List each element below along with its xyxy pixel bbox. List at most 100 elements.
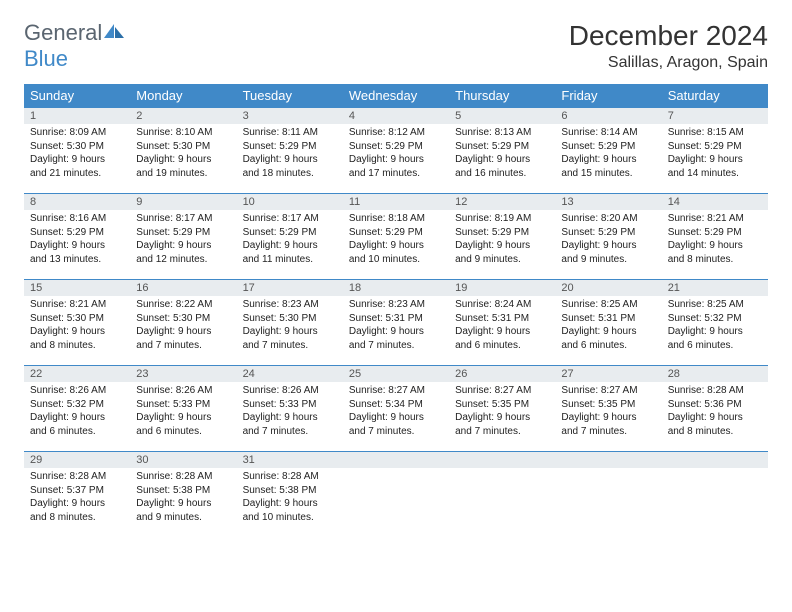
- day-number: 15: [24, 280, 130, 296]
- empty-cell: [449, 452, 555, 538]
- day-details: Sunrise: 8:28 AMSunset: 5:36 PMDaylight:…: [662, 382, 768, 442]
- day-number: 21: [662, 280, 768, 296]
- weekday-header-row: Sunday Monday Tuesday Wednesday Thursday…: [24, 84, 768, 108]
- day-cell: 28Sunrise: 8:28 AMSunset: 5:36 PMDayligh…: [662, 366, 768, 452]
- day-details: Sunrise: 8:27 AMSunset: 5:34 PMDaylight:…: [343, 382, 449, 442]
- day-cell: 23Sunrise: 8:26 AMSunset: 5:33 PMDayligh…: [130, 366, 236, 452]
- day-cell: 12Sunrise: 8:19 AMSunset: 5:29 PMDayligh…: [449, 194, 555, 280]
- day-details: Sunrise: 8:23 AMSunset: 5:31 PMDaylight:…: [343, 296, 449, 356]
- day-details: Sunrise: 8:20 AMSunset: 5:29 PMDaylight:…: [555, 210, 661, 270]
- logo-blue: Blue: [24, 46, 68, 71]
- calendar-body: 1Sunrise: 8:09 AMSunset: 5:30 PMDaylight…: [24, 108, 768, 538]
- week-row: 29Sunrise: 8:28 AMSunset: 5:37 PMDayligh…: [24, 452, 768, 538]
- day-details: Sunrise: 8:17 AMSunset: 5:29 PMDaylight:…: [237, 210, 343, 270]
- day-cell: 8Sunrise: 8:16 AMSunset: 5:29 PMDaylight…: [24, 194, 130, 280]
- calendar-table: Sunday Monday Tuesday Wednesday Thursday…: [24, 84, 768, 538]
- day-cell: 15Sunrise: 8:21 AMSunset: 5:30 PMDayligh…: [24, 280, 130, 366]
- day-number: 3: [237, 108, 343, 124]
- day-cell: 25Sunrise: 8:27 AMSunset: 5:34 PMDayligh…: [343, 366, 449, 452]
- day-number: 6: [555, 108, 661, 124]
- day-cell: 19Sunrise: 8:24 AMSunset: 5:31 PMDayligh…: [449, 280, 555, 366]
- day-details: Sunrise: 8:28 AMSunset: 5:38 PMDaylight:…: [237, 468, 343, 528]
- day-number: 12: [449, 194, 555, 210]
- day-cell: 4Sunrise: 8:12 AMSunset: 5:29 PMDaylight…: [343, 108, 449, 194]
- day-details: Sunrise: 8:28 AMSunset: 5:37 PMDaylight:…: [24, 468, 130, 528]
- weekday-tuesday: Tuesday: [237, 84, 343, 108]
- empty-daynum: [343, 452, 449, 468]
- day-number: 7: [662, 108, 768, 124]
- day-details: Sunrise: 8:27 AMSunset: 5:35 PMDaylight:…: [555, 382, 661, 442]
- day-cell: 10Sunrise: 8:17 AMSunset: 5:29 PMDayligh…: [237, 194, 343, 280]
- day-cell: 9Sunrise: 8:17 AMSunset: 5:29 PMDaylight…: [130, 194, 236, 280]
- day-details: Sunrise: 8:19 AMSunset: 5:29 PMDaylight:…: [449, 210, 555, 270]
- day-details: Sunrise: 8:14 AMSunset: 5:29 PMDaylight:…: [555, 124, 661, 184]
- day-details: Sunrise: 8:17 AMSunset: 5:29 PMDaylight:…: [130, 210, 236, 270]
- week-row: 15Sunrise: 8:21 AMSunset: 5:30 PMDayligh…: [24, 280, 768, 366]
- day-number: 14: [662, 194, 768, 210]
- day-cell: 17Sunrise: 8:23 AMSunset: 5:30 PMDayligh…: [237, 280, 343, 366]
- day-number: 28: [662, 366, 768, 382]
- empty-daynum: [662, 452, 768, 468]
- day-details: Sunrise: 8:25 AMSunset: 5:31 PMDaylight:…: [555, 296, 661, 356]
- day-number: 24: [237, 366, 343, 382]
- day-cell: 18Sunrise: 8:23 AMSunset: 5:31 PMDayligh…: [343, 280, 449, 366]
- day-details: Sunrise: 8:25 AMSunset: 5:32 PMDaylight:…: [662, 296, 768, 356]
- empty-daynum: [555, 452, 661, 468]
- day-number: 29: [24, 452, 130, 468]
- location: Salillas, Aragon, Spain: [569, 54, 768, 72]
- day-details: Sunrise: 8:24 AMSunset: 5:31 PMDaylight:…: [449, 296, 555, 356]
- day-cell: 31Sunrise: 8:28 AMSunset: 5:38 PMDayligh…: [237, 452, 343, 538]
- empty-daynum: [449, 452, 555, 468]
- day-number: 5: [449, 108, 555, 124]
- empty-cell: [662, 452, 768, 538]
- day-cell: 30Sunrise: 8:28 AMSunset: 5:38 PMDayligh…: [130, 452, 236, 538]
- day-number: 19: [449, 280, 555, 296]
- day-details: Sunrise: 8:11 AMSunset: 5:29 PMDaylight:…: [237, 124, 343, 184]
- day-details: Sunrise: 8:23 AMSunset: 5:30 PMDaylight:…: [237, 296, 343, 356]
- day-cell: 3Sunrise: 8:11 AMSunset: 5:29 PMDaylight…: [237, 108, 343, 194]
- day-number: 10: [237, 194, 343, 210]
- day-number: 18: [343, 280, 449, 296]
- weekday-wednesday: Wednesday: [343, 84, 449, 108]
- logo-text: General Blue: [24, 20, 126, 72]
- week-row: 22Sunrise: 8:26 AMSunset: 5:32 PMDayligh…: [24, 366, 768, 452]
- month-title: December 2024: [569, 20, 768, 52]
- day-number: 30: [130, 452, 236, 468]
- day-details: Sunrise: 8:13 AMSunset: 5:29 PMDaylight:…: [449, 124, 555, 184]
- day-details: Sunrise: 8:10 AMSunset: 5:30 PMDaylight:…: [130, 124, 236, 184]
- day-number: 22: [24, 366, 130, 382]
- day-cell: 27Sunrise: 8:27 AMSunset: 5:35 PMDayligh…: [555, 366, 661, 452]
- day-number: 16: [130, 280, 236, 296]
- day-details: Sunrise: 8:15 AMSunset: 5:29 PMDaylight:…: [662, 124, 768, 184]
- day-details: Sunrise: 8:21 AMSunset: 5:29 PMDaylight:…: [662, 210, 768, 270]
- title-block: December 2024 Salillas, Aragon, Spain: [569, 20, 768, 72]
- day-details: Sunrise: 8:27 AMSunset: 5:35 PMDaylight:…: [449, 382, 555, 442]
- day-number: 26: [449, 366, 555, 382]
- day-cell: 21Sunrise: 8:25 AMSunset: 5:32 PMDayligh…: [662, 280, 768, 366]
- day-details: Sunrise: 8:12 AMSunset: 5:29 PMDaylight:…: [343, 124, 449, 184]
- logo-general: General: [24, 20, 102, 45]
- day-cell: 22Sunrise: 8:26 AMSunset: 5:32 PMDayligh…: [24, 366, 130, 452]
- day-cell: 13Sunrise: 8:20 AMSunset: 5:29 PMDayligh…: [555, 194, 661, 280]
- day-cell: 2Sunrise: 8:10 AMSunset: 5:30 PMDaylight…: [130, 108, 236, 194]
- day-number: 2: [130, 108, 236, 124]
- weekday-sunday: Sunday: [24, 84, 130, 108]
- day-cell: 14Sunrise: 8:21 AMSunset: 5:29 PMDayligh…: [662, 194, 768, 280]
- day-number: 1: [24, 108, 130, 124]
- sail-icon: [102, 22, 126, 40]
- day-cell: 6Sunrise: 8:14 AMSunset: 5:29 PMDaylight…: [555, 108, 661, 194]
- weekday-monday: Monday: [130, 84, 236, 108]
- weekday-saturday: Saturday: [662, 84, 768, 108]
- day-details: Sunrise: 8:26 AMSunset: 5:33 PMDaylight:…: [130, 382, 236, 442]
- header: General Blue December 2024 Salillas, Ara…: [24, 20, 768, 72]
- day-number: 8: [24, 194, 130, 210]
- day-cell: 11Sunrise: 8:18 AMSunset: 5:29 PMDayligh…: [343, 194, 449, 280]
- day-details: Sunrise: 8:21 AMSunset: 5:30 PMDaylight:…: [24, 296, 130, 356]
- week-row: 1Sunrise: 8:09 AMSunset: 5:30 PMDaylight…: [24, 108, 768, 194]
- week-row: 8Sunrise: 8:16 AMSunset: 5:29 PMDaylight…: [24, 194, 768, 280]
- weekday-thursday: Thursday: [449, 84, 555, 108]
- day-cell: 1Sunrise: 8:09 AMSunset: 5:30 PMDaylight…: [24, 108, 130, 194]
- day-cell: 24Sunrise: 8:26 AMSunset: 5:33 PMDayligh…: [237, 366, 343, 452]
- empty-cell: [343, 452, 449, 538]
- day-details: Sunrise: 8:16 AMSunset: 5:29 PMDaylight:…: [24, 210, 130, 270]
